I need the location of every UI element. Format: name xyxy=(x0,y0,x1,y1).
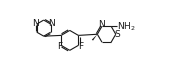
Text: N: N xyxy=(32,19,39,28)
Text: N: N xyxy=(48,19,55,28)
Text: S: S xyxy=(115,30,121,39)
Text: NH$_2$: NH$_2$ xyxy=(117,20,135,33)
Text: F: F xyxy=(57,42,62,51)
Text: N: N xyxy=(98,20,104,29)
Text: F: F xyxy=(78,42,83,51)
Polygon shape xyxy=(92,34,97,41)
